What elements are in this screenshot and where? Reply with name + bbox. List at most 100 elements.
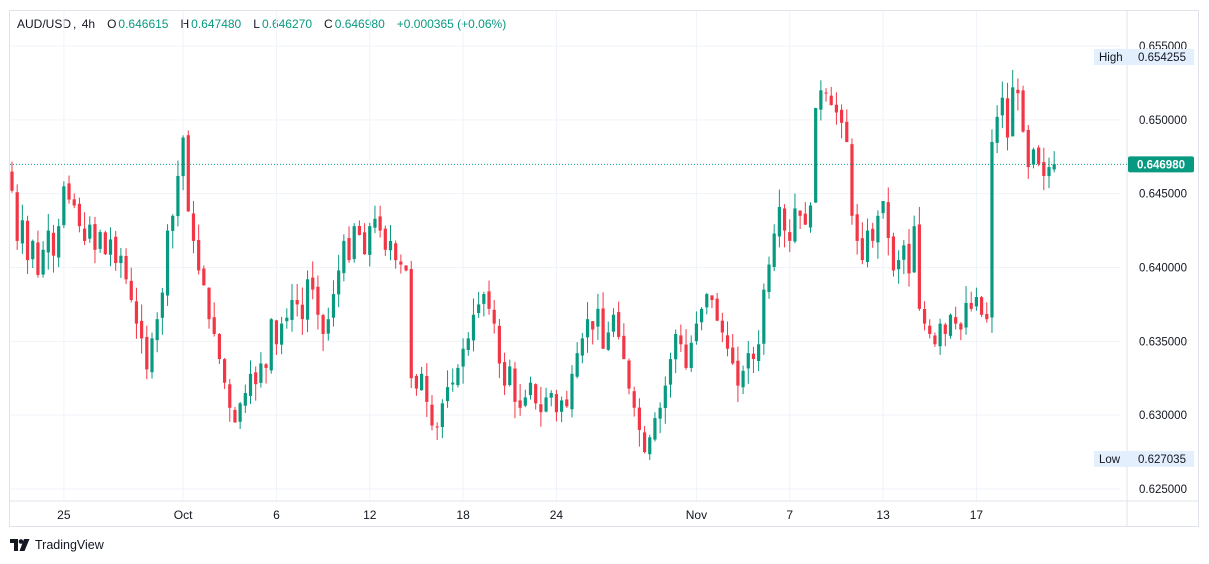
candle bbox=[736, 346, 740, 403]
candle-body bbox=[1037, 147, 1041, 165]
candle-body bbox=[917, 224, 921, 309]
candle-body bbox=[342, 240, 346, 274]
candle-body bbox=[814, 108, 818, 203]
candle-body bbox=[404, 265, 408, 271]
candle bbox=[829, 86, 833, 106]
candle bbox=[1021, 85, 1025, 133]
candle bbox=[77, 197, 82, 233]
candle bbox=[212, 302, 216, 337]
candle-body bbox=[233, 409, 237, 423]
candle bbox=[254, 366, 258, 401]
candle bbox=[585, 302, 590, 353]
candle bbox=[248, 360, 253, 404]
candle-body bbox=[305, 279, 310, 320]
candle-body bbox=[897, 260, 901, 270]
candle bbox=[171, 214, 175, 249]
candle-body bbox=[700, 308, 704, 323]
candle-body bbox=[41, 249, 45, 275]
candle-body bbox=[782, 208, 787, 231]
candle bbox=[108, 227, 113, 267]
candle bbox=[513, 361, 517, 419]
candle-body bbox=[373, 218, 377, 228]
candle bbox=[1042, 147, 1046, 191]
candle bbox=[326, 307, 330, 341]
candle-body bbox=[611, 314, 616, 332]
candle-body bbox=[321, 315, 325, 334]
candle-body bbox=[1026, 129, 1030, 168]
candle bbox=[850, 138, 854, 225]
candle-body bbox=[378, 216, 382, 231]
candle-body bbox=[990, 141, 994, 318]
candle-body bbox=[420, 373, 424, 391]
candle-body bbox=[197, 239, 201, 271]
candle bbox=[1031, 147, 1036, 169]
candle bbox=[228, 379, 232, 422]
candle bbox=[824, 88, 828, 102]
candle bbox=[689, 335, 693, 372]
candle-body bbox=[845, 121, 849, 142]
candle-body bbox=[202, 268, 206, 286]
candle-body bbox=[860, 238, 864, 261]
candle bbox=[456, 364, 460, 388]
candle-body bbox=[461, 348, 465, 367]
candle-body bbox=[435, 426, 439, 428]
candle-body bbox=[881, 201, 885, 214]
candle bbox=[186, 130, 190, 212]
candle-body bbox=[767, 264, 771, 293]
candle-body bbox=[979, 297, 984, 315]
candle-body bbox=[762, 289, 766, 344]
price-chart[interactable]: 0.625000 0.630000 0.635000 0.640000 0.645000… bbox=[0, 0, 1209, 530]
low-badge bbox=[1094, 450, 1194, 467]
candle bbox=[565, 390, 569, 408]
candle bbox=[954, 306, 958, 330]
candle bbox=[404, 265, 408, 272]
candle-body bbox=[803, 213, 807, 225]
candle bbox=[772, 224, 776, 272]
candle bbox=[632, 386, 636, 417]
candle-body bbox=[943, 324, 947, 334]
candle-body bbox=[414, 375, 419, 389]
candle bbox=[845, 109, 849, 143]
candle-body bbox=[274, 320, 279, 345]
candle bbox=[41, 241, 45, 278]
candle bbox=[648, 434, 652, 461]
candle-body bbox=[751, 353, 756, 360]
candle-body bbox=[477, 304, 481, 314]
candle bbox=[394, 240, 398, 269]
candle-body bbox=[694, 323, 699, 342]
candle-body bbox=[399, 261, 403, 265]
candle bbox=[819, 80, 823, 121]
candle-body bbox=[689, 342, 693, 368]
candle bbox=[627, 358, 631, 395]
candle bbox=[25, 215, 30, 274]
symbol-name[interactable]: AUD/USD bbox=[17, 17, 72, 31]
candle-body bbox=[497, 325, 501, 364]
candle-body bbox=[1031, 149, 1036, 165]
candle-body bbox=[285, 317, 289, 322]
candle bbox=[943, 322, 947, 347]
candle-body bbox=[425, 376, 429, 402]
candle-body bbox=[311, 277, 315, 290]
candle bbox=[10, 161, 14, 193]
candle bbox=[430, 395, 434, 431]
candle bbox=[596, 293, 600, 340]
candle bbox=[269, 317, 273, 374]
interval[interactable]: 4h bbox=[81, 17, 96, 31]
candle bbox=[1005, 82, 1010, 151]
candle-body bbox=[67, 183, 71, 200]
candle bbox=[700, 307, 704, 331]
candle-body bbox=[902, 245, 906, 260]
candle bbox=[150, 332, 154, 379]
candle-body bbox=[248, 373, 253, 396]
candle bbox=[124, 248, 128, 284]
candle bbox=[788, 219, 792, 253]
candle-body bbox=[601, 308, 605, 349]
candle-body bbox=[788, 232, 792, 241]
tradingview-logo-icon[interactable] bbox=[10, 539, 30, 551]
candle-body bbox=[1047, 167, 1051, 177]
candle-body bbox=[280, 323, 284, 345]
candle-body bbox=[637, 407, 641, 430]
brand-name[interactable]: TradingView bbox=[35, 538, 104, 552]
candle bbox=[300, 287, 304, 335]
candle-body bbox=[705, 294, 709, 308]
